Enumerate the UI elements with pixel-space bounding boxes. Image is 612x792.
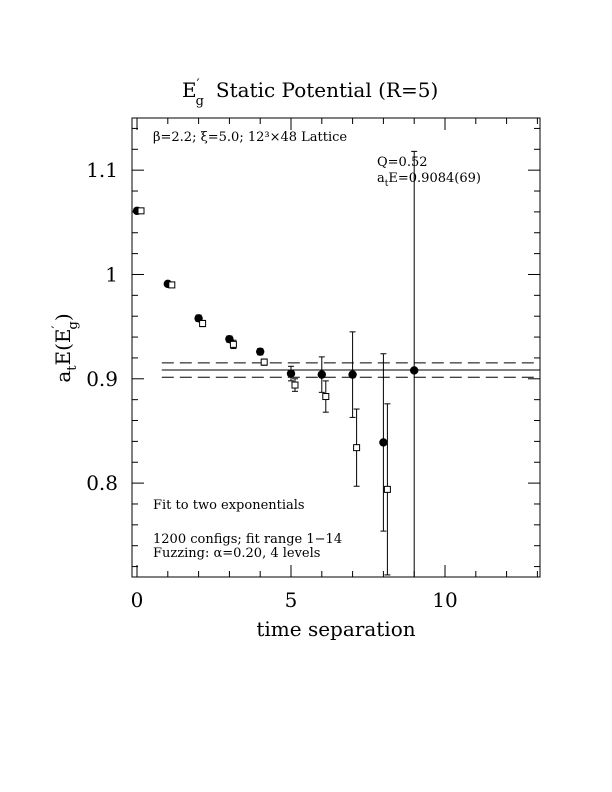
marker-open-square	[199, 320, 207, 328]
marker-filled-circle	[379, 438, 388, 447]
data-point	[353, 408, 361, 487]
data-point	[286, 365, 296, 382]
annotation-fit: Fit to two exponentials	[153, 498, 305, 513]
axis-ticks	[132, 118, 540, 577]
marker-open-square	[260, 358, 268, 366]
data-point	[260, 358, 268, 366]
marker-filled-circle	[286, 369, 296, 378]
tick-labels: 0 5 10 0.8 0.9 1 1.1	[86, 158, 458, 612]
data-point	[348, 331, 357, 418]
chart-title: E′ g Static Potential (R=5)	[182, 77, 438, 109]
annotation-fuzzing: Fuzzing: α=0.20, 4 levels	[153, 546, 320, 561]
marker-open-square	[229, 340, 237, 348]
annotation-configs: 1200 configs; fit range 1−14	[153, 532, 342, 547]
plot-frame	[131, 117, 541, 578]
x-tick-label: 5	[285, 588, 298, 612]
data-point	[137, 207, 145, 215]
y-tick-label: 1.1	[86, 158, 118, 182]
annotation-ate: atE=0.9084(69)	[377, 171, 481, 189]
y-tick-label: 0.8	[86, 471, 118, 495]
y-axis-label-rest1: E(E	[51, 328, 75, 365]
y-axis-label-rest2: )	[51, 313, 75, 321]
marker-open-square	[353, 444, 361, 452]
marker-open-square	[137, 207, 145, 215]
y-axis-label-sub: t	[65, 365, 80, 371]
data-point	[410, 150, 419, 577]
annotation-ate-rest: E=0.9084(69)	[388, 171, 481, 186]
marker-filled-circle	[317, 370, 326, 379]
annotation-ate-main: a	[377, 171, 385, 186]
x-tick-label: 10	[432, 588, 457, 612]
series-layer	[132, 150, 419, 577]
data-point	[322, 380, 330, 413]
marker-open-square	[168, 281, 176, 289]
data-point	[291, 378, 299, 392]
marker-open-square	[291, 381, 299, 389]
y-axis-label: atE(E′g)	[50, 313, 81, 382]
chart-title-sup: ′	[197, 77, 200, 92]
annotation-ate-sub: t	[385, 179, 389, 189]
chart-title-sub: g	[196, 94, 204, 109]
marker-open-square	[322, 393, 330, 401]
x-tick-label: 0	[131, 588, 144, 612]
y-tick-label: 0.9	[86, 367, 118, 391]
data-point	[229, 339, 237, 350]
annotation-q: Q=0.52	[377, 155, 428, 170]
y-tick-label: 1	[105, 262, 118, 286]
y-axis-label-main: a	[51, 371, 75, 383]
chart-title-main: E	[182, 78, 197, 102]
data-point	[379, 353, 388, 532]
marker-filled-circle	[256, 347, 265, 356]
y-axis-label-sup: ′	[50, 325, 65, 328]
annotation-lattice: β=2.2; ξ=5.0; 12³×48 Lattice	[153, 130, 347, 145]
marker-filled-circle	[348, 370, 357, 379]
data-point	[168, 281, 176, 289]
data-point	[256, 347, 265, 356]
x-axis-label: time separation	[256, 617, 415, 641]
y-axis-label-sub2: g	[66, 321, 81, 329]
data-point	[383, 403, 391, 576]
marker-filled-circle	[410, 366, 419, 375]
chart-title-rest: Static Potential (R=5)	[216, 78, 438, 102]
marker-open-square	[383, 485, 391, 493]
data-point	[317, 356, 326, 393]
data-point	[199, 319, 207, 328]
